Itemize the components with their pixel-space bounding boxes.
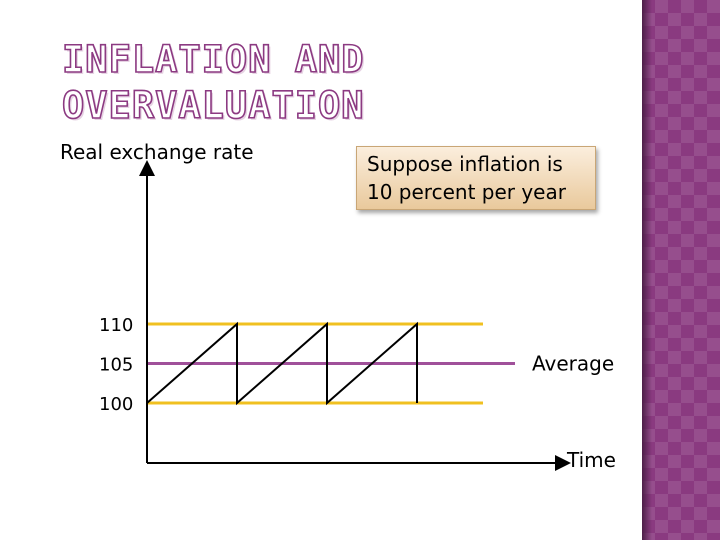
x-axis-label: Time xyxy=(566,448,616,472)
callout-line-2: 10 percent per year xyxy=(367,180,566,204)
tick-label-110: 110 xyxy=(99,315,133,336)
real-exchange-rate-sawtooth xyxy=(146,321,418,406)
tick-label-105: 105 xyxy=(99,355,133,376)
slide-title-line-2: OVERVALUATION xyxy=(61,83,365,128)
average-label: Average xyxy=(532,352,614,376)
y-axis-label: Real exchange rate xyxy=(60,140,254,164)
inflation-callout-box: Suppose inflation is 10 percent per year xyxy=(356,146,596,210)
side-band-shadow xyxy=(642,0,652,540)
tick-label-100: 100 xyxy=(99,394,133,415)
callout-line-1: Suppose inflation is xyxy=(367,152,563,176)
decorative-side-band xyxy=(642,0,720,540)
slide-title-line-1: INFLATION AND xyxy=(61,37,365,82)
